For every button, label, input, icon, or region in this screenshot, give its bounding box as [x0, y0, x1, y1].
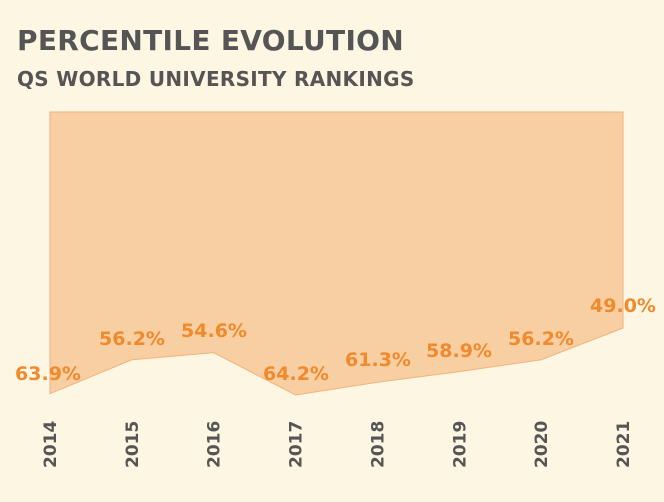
year-tick-label: 2020 — [532, 421, 552, 468]
value-label: 63.9% — [15, 363, 81, 385]
year-tick-label: 2016 — [205, 421, 225, 468]
year-tick-label: 2017 — [287, 421, 307, 468]
chart-title: PERCENTILE EVOLUTION — [17, 24, 404, 57]
value-label: 56.2% — [99, 328, 165, 350]
value-label: 54.6% — [181, 320, 247, 342]
year-tick-label: 2014 — [41, 421, 61, 468]
value-label: 64.2% — [263, 363, 329, 385]
year-axis: 2014 2015 2016 2017 2018 2019 2020 2021 — [41, 421, 634, 468]
area-layer — [49, 111, 624, 396]
value-label: 61.3% — [345, 349, 411, 371]
year-tick-label: 2015 — [123, 421, 143, 468]
year-tick-label: 2018 — [368, 421, 388, 468]
value-label: 58.9% — [426, 340, 492, 362]
value-label: 56.2% — [508, 328, 574, 350]
chart-subtitle: QS WORLD UNIVERSITY RANKINGS — [17, 67, 415, 91]
year-tick-label: 2021 — [614, 421, 634, 468]
percentile-area — [49, 111, 624, 396]
year-tick-label: 2019 — [450, 421, 470, 468]
value-labels: 63.9% 56.2% 54.6% 64.2% 61.3% 58.9% 56.2% 49.0% — [15, 295, 656, 385]
value-label: 49.0% — [590, 295, 656, 317]
